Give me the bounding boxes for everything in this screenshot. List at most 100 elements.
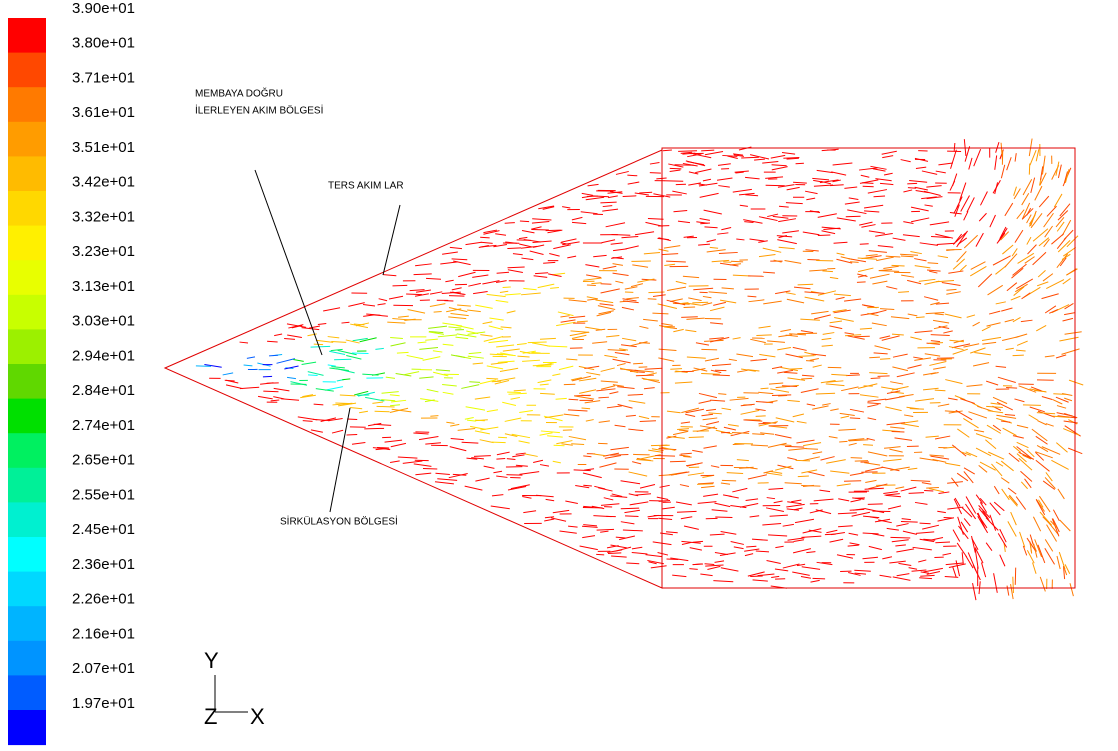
vector bbox=[489, 318, 503, 320]
vector bbox=[572, 335, 586, 338]
vector bbox=[1064, 313, 1075, 315]
vector bbox=[615, 425, 626, 427]
vector bbox=[352, 443, 365, 445]
vector bbox=[492, 495, 503, 496]
vector bbox=[535, 273, 548, 274]
vector bbox=[954, 143, 955, 151]
vector bbox=[908, 314, 918, 316]
vector bbox=[786, 504, 804, 507]
vector bbox=[938, 256, 948, 258]
axis-label: Y bbox=[204, 648, 219, 673]
box-outline bbox=[662, 148, 1075, 588]
vector bbox=[1042, 294, 1059, 299]
vector bbox=[889, 561, 905, 563]
vector bbox=[632, 462, 641, 464]
vector bbox=[1035, 186, 1042, 200]
vector bbox=[758, 392, 773, 393]
colorbar-band bbox=[8, 399, 46, 434]
vector bbox=[1057, 254, 1068, 268]
vector bbox=[808, 472, 825, 476]
vector bbox=[532, 222, 549, 224]
vector bbox=[372, 402, 383, 403]
annotation: MEMBAYA DOĞRU bbox=[195, 87, 283, 100]
vector bbox=[880, 336, 891, 338]
vector bbox=[915, 399, 934, 402]
vector bbox=[1063, 318, 1073, 321]
vector bbox=[798, 284, 814, 285]
vector bbox=[1045, 356, 1055, 357]
vector bbox=[1069, 380, 1083, 385]
colorbar-label: 2.07e+01 bbox=[72, 660, 135, 677]
vector bbox=[845, 333, 854, 334]
vector bbox=[750, 339, 765, 342]
vector bbox=[428, 326, 447, 328]
vector bbox=[564, 414, 580, 416]
vector bbox=[446, 309, 461, 312]
vector bbox=[863, 533, 879, 534]
vector bbox=[673, 329, 683, 331]
vector bbox=[890, 467, 909, 470]
vector bbox=[519, 237, 527, 238]
axis-label: X bbox=[250, 704, 265, 729]
vector bbox=[885, 407, 901, 411]
vector bbox=[868, 418, 877, 420]
vector bbox=[848, 545, 859, 546]
vector bbox=[721, 483, 730, 484]
vector bbox=[553, 461, 561, 463]
vector bbox=[1011, 268, 1023, 278]
vector bbox=[850, 409, 864, 412]
vector bbox=[903, 190, 912, 192]
vector bbox=[968, 412, 986, 418]
vector bbox=[599, 421, 610, 423]
vector bbox=[870, 274, 890, 278]
vector bbox=[599, 463, 616, 467]
vector bbox=[532, 343, 550, 346]
vector bbox=[895, 438, 913, 440]
vector bbox=[729, 359, 737, 360]
vector bbox=[935, 314, 944, 315]
vector bbox=[1045, 548, 1055, 564]
vector bbox=[826, 384, 845, 386]
vector bbox=[948, 271, 963, 273]
vector bbox=[948, 398, 957, 400]
vector bbox=[732, 433, 749, 434]
colorbar-band bbox=[8, 191, 46, 226]
vector bbox=[956, 560, 959, 576]
vector bbox=[287, 335, 302, 338]
vector bbox=[901, 160, 911, 162]
vector bbox=[446, 422, 454, 423]
vector bbox=[964, 518, 970, 526]
vector bbox=[926, 186, 941, 187]
vector bbox=[302, 362, 316, 364]
vector bbox=[560, 316, 569, 317]
vector bbox=[745, 195, 758, 196]
vector bbox=[452, 259, 468, 260]
vector bbox=[976, 434, 992, 440]
vector bbox=[569, 316, 585, 318]
vector bbox=[705, 564, 715, 565]
vector bbox=[697, 484, 713, 485]
vector bbox=[580, 546, 598, 550]
vector bbox=[627, 175, 637, 176]
vector bbox=[425, 339, 438, 340]
vector bbox=[628, 429, 643, 431]
vector bbox=[890, 382, 903, 384]
vector bbox=[880, 309, 894, 310]
vector bbox=[403, 461, 423, 463]
vector bbox=[644, 252, 660, 253]
vector bbox=[493, 471, 502, 472]
vector bbox=[549, 254, 559, 257]
vector bbox=[1022, 293, 1031, 299]
vector bbox=[1065, 332, 1082, 334]
vector bbox=[670, 461, 686, 462]
vector bbox=[913, 547, 932, 550]
vector bbox=[1008, 488, 1016, 494]
vector bbox=[448, 327, 461, 328]
vector bbox=[926, 487, 939, 488]
vector bbox=[519, 244, 531, 247]
vector bbox=[277, 359, 295, 364]
vector bbox=[583, 456, 591, 457]
colorbar-label: 2.94e+01 bbox=[72, 347, 135, 364]
vector bbox=[1060, 204, 1070, 216]
vector bbox=[989, 311, 1000, 314]
